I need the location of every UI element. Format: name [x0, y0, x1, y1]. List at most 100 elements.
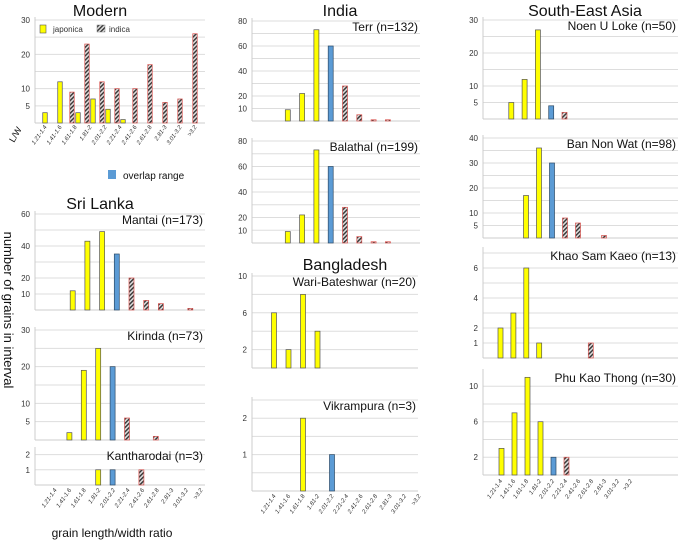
bar-japonica-pkt [524, 376, 531, 476]
bar-japonica-ksk [510, 312, 517, 359]
y-tick-label: 40 [238, 67, 247, 76]
bar-indica-pkt [563, 456, 570, 476]
x-tick-labels: 1.21-1.41.41-1.61.61-1.81.81-22.01-2.22.… [487, 478, 635, 501]
x-axis-title: grain length/width ratio [52, 526, 173, 540]
bar-japonica-mantai [84, 240, 91, 311]
y-tick-label: 30 [469, 159, 478, 168]
panel-vikrampura: 1 2 Vikrampura (n=3) [243, 397, 418, 492]
y-tick-label: 10 [469, 209, 478, 218]
bar-indica-noen [561, 112, 568, 120]
group-title-modern: Modern [73, 3, 127, 20]
bar-indica-mantai [143, 300, 150, 311]
panel-title: Kirinda (n=73) [127, 329, 203, 343]
bar-overlap-range-pkt [550, 456, 557, 476]
x-tick-label: 3.01-3.2 [166, 124, 184, 146]
bar-indica-mantai [158, 303, 164, 311]
x-tick-label: >3.2 [187, 124, 199, 138]
bar-japonica-noen [535, 29, 541, 120]
y-tick-label: 1 [474, 339, 479, 348]
x-tick-label: >3.2 [411, 493, 423, 507]
group-title-sea: South-East Asia [528, 3, 642, 20]
x-tick-label: 2.61-2.8 [136, 124, 154, 147]
bar-japonica-bnw [523, 195, 529, 239]
panel-title: Balathal (n=199) [330, 140, 418, 154]
bar-japonica-terr [284, 109, 291, 122]
legend-overlap: overlap range [108, 170, 185, 182]
bar-indica-modern [147, 64, 153, 124]
bar-japonica-bnw [536, 147, 542, 239]
bar-indica-balathal [385, 241, 391, 244]
panel-title: Terr (n=132) [352, 20, 418, 34]
bar-indica-bnw [575, 222, 581, 239]
bar-japonica-kantharodai [95, 469, 102, 486]
bar-indica-modern [69, 91, 75, 124]
bar-japonica-kirinda [95, 347, 102, 441]
y-tick-label: 2 [243, 346, 248, 355]
y-tick-label: 40 [21, 242, 30, 251]
y-tick-label: 20 [21, 363, 30, 372]
bar-japonica-modern [42, 112, 48, 124]
x-tick-label: 1.61-1.8 [70, 487, 88, 509]
bar-overlap-range-vikrampura [329, 454, 335, 492]
bar-indica-modern [192, 33, 198, 124]
bar-overlap-range-bnw [549, 162, 555, 239]
bar-indica-terr [356, 114, 363, 122]
bar-indica-modern [99, 81, 105, 124]
bar-overlap-range-kirinda [109, 366, 116, 441]
bar-japonica-wari [285, 349, 292, 369]
bar-japonica-terr [313, 29, 320, 122]
bar-japonica-modern [75, 112, 81, 124]
bar-japonica-ksk [523, 267, 530, 359]
panel-pkt: 2 6 10 Phu Kao Thong (n=30) [469, 369, 678, 476]
y-tick-label: 2 [474, 324, 479, 333]
y-tick-label: 20 [21, 50, 30, 59]
y-tick-label: 10 [21, 290, 30, 299]
panel-title: Phu Kao Thong (n=30) [554, 371, 676, 385]
bar-japonica-wari [300, 294, 306, 369]
legend-indica: indica [96, 24, 130, 34]
bar-japonica-balathal [284, 231, 291, 244]
bar-indica-modern [84, 43, 90, 124]
bar-japonica-terr [299, 93, 305, 122]
y-tick-label: 1 [243, 451, 248, 460]
y-tick-label: 80 [238, 137, 247, 146]
legend-indica-label: indica [109, 25, 130, 34]
bar-japonica-wari [271, 312, 277, 369]
bar-japonica-modern [90, 98, 96, 124]
panel-ksk: 1 2 4 6 Khao Sam Kaeo (n=13) [474, 247, 678, 359]
bar-indica-terr [370, 119, 377, 122]
panel-balathal: 10 20 40 60 80 Balathal (n=199) [238, 137, 420, 244]
y-tick-label: 20 [238, 214, 247, 223]
y-tick-label: 5 [26, 102, 31, 111]
y-tick-label: 20 [238, 92, 247, 101]
y-tick-label: 10 [238, 105, 247, 114]
panel-title: Mantai (n=173) [122, 213, 203, 227]
panel-title: Wari-Bateshwar (n=20) [293, 275, 416, 289]
panel-kirinda: 5 10 20 30 Kirinda (n=73) [21, 326, 205, 441]
legend-overlap-label: overlap range [123, 171, 185, 182]
bar-japonica-pkt [498, 448, 505, 476]
y-tick-label: 2 [26, 451, 31, 460]
panel-bnw: 5 10 20 30 40 Ban Non Wat (n=98) [469, 134, 678, 239]
bar-japonica-balathal [313, 149, 320, 244]
bar-indica-terr [385, 119, 391, 122]
y-tick-label: 40 [469, 134, 478, 143]
legend-japonica-label: japonica [52, 25, 83, 34]
y-tick-label: 10 [238, 226, 247, 235]
legend-japonica: japonica [39, 24, 83, 34]
bar-japonica-balathal [299, 214, 305, 244]
bar-overlap-range-kantharodai [109, 469, 116, 486]
y-axis-title: number of grains in interval [1, 232, 16, 389]
y-tick-label: 20 [21, 274, 30, 283]
bar-japonica-pkt [537, 421, 544, 476]
bar-indica-mantai [128, 277, 135, 311]
y-tick-label: 30 [21, 326, 30, 335]
bar-indica-balathal [370, 241, 377, 244]
y-tick-label: 20 [469, 49, 478, 58]
legend-japonica-swatch [39, 24, 47, 34]
bar-indica-ksk [587, 342, 594, 359]
x-tick-label: 1.61-1.8 [61, 124, 79, 146]
x-tick-label: 1.81-2 [88, 487, 103, 505]
bar-japonica-mantai [69, 290, 76, 311]
